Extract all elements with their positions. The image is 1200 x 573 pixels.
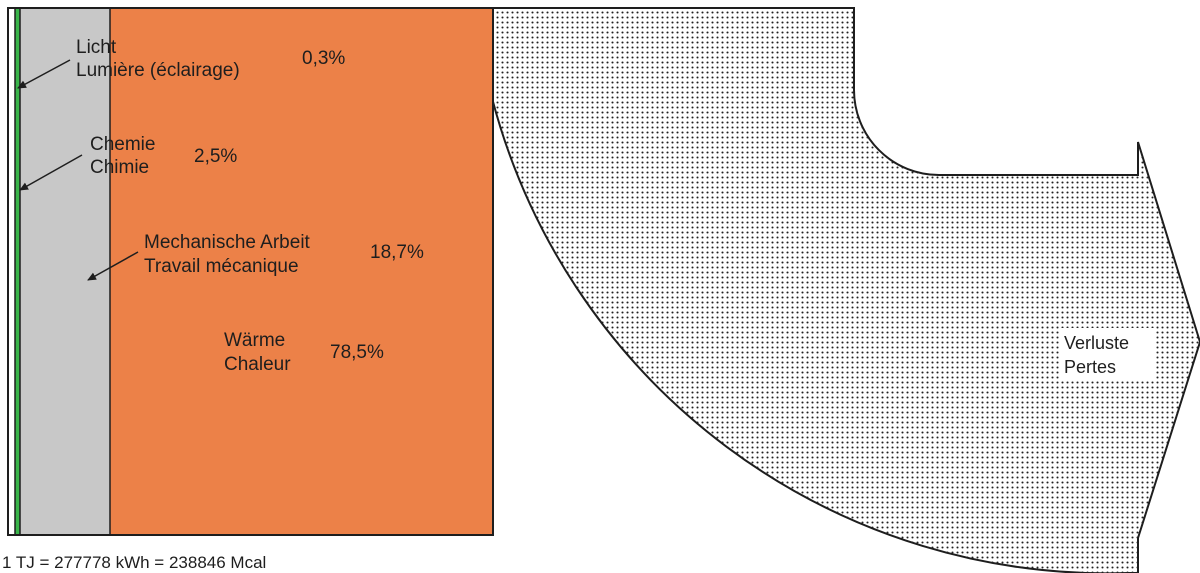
mechanical-percent: 18,7% [370, 242, 424, 263]
light-label-de: Licht [76, 37, 117, 58]
heat-label-de: Wärme [224, 330, 285, 351]
chemistry-label-fr: Chimie [90, 157, 149, 178]
mechanical-label-fr: Travail mécanique [144, 256, 299, 277]
light-percent: 0,3% [302, 48, 345, 69]
losses-flow-arrow [491, 7, 1200, 573]
heat-block [110, 8, 493, 535]
chemistry-block [10, 8, 15, 535]
chemistry-label-de: Chemie [90, 134, 155, 155]
chemistry-percent: 2,5% [194, 146, 237, 167]
mechanical-pointer-arrow [87, 251, 139, 281]
losses-label-de: Verluste [1064, 333, 1129, 353]
losses-label-fr: Pertes [1064, 357, 1116, 377]
light-block [15, 8, 20, 535]
mechanical-label-de: Mechanische Arbeit [144, 232, 311, 253]
chemistry-pointer-arrow [19, 154, 83, 191]
light-label-fr: Lumière (éclairage) [76, 60, 240, 81]
heat-label-fr: Chaleur [224, 354, 291, 375]
unit-footnote: 1 TJ = 277778 kWh = 238846 Mcal [2, 553, 266, 572]
stack-outline [7, 7, 494, 536]
heat-percent: 78,5% [330, 342, 384, 363]
mechanical-block [20, 8, 110, 535]
losses-label-box [1060, 328, 1155, 380]
light-pointer-arrow [17, 59, 71, 89]
